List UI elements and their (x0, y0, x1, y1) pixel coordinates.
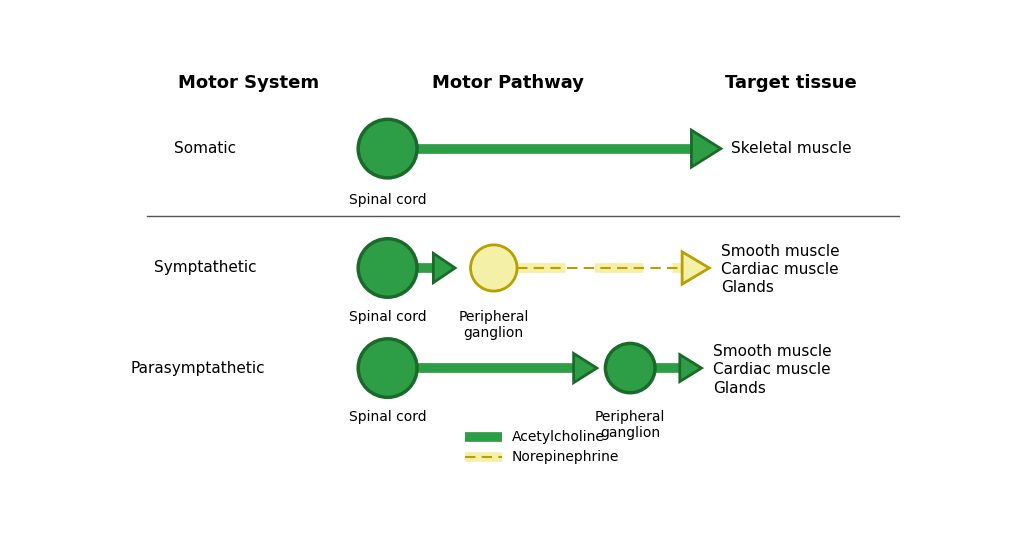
Text: Smooth muscle: Smooth muscle (721, 243, 840, 258)
Text: Motor System: Motor System (177, 74, 318, 92)
Text: Somatic: Somatic (174, 141, 237, 156)
Text: Peripheral: Peripheral (595, 411, 666, 424)
Text: Glands: Glands (713, 380, 766, 396)
Circle shape (358, 238, 417, 297)
Text: Peripheral: Peripheral (459, 310, 529, 325)
Circle shape (605, 343, 655, 392)
Text: Parasymptathetic: Parasymptathetic (130, 360, 265, 375)
Text: Cardiac muscle: Cardiac muscle (713, 362, 830, 377)
Text: Target tissue: Target tissue (725, 74, 856, 92)
Text: Motor Pathway: Motor Pathway (432, 74, 584, 92)
Text: Spinal cord: Spinal cord (349, 310, 426, 325)
Text: ganglion: ganglion (600, 426, 660, 440)
Text: Spinal cord: Spinal cord (349, 193, 426, 208)
Polygon shape (573, 353, 597, 383)
Text: Spinal cord: Spinal cord (349, 411, 426, 424)
Circle shape (471, 245, 517, 291)
Text: Symptathetic: Symptathetic (155, 261, 257, 275)
Text: Smooth muscle: Smooth muscle (713, 344, 831, 359)
Text: ganglion: ganglion (464, 326, 524, 339)
Text: Acetylcholine: Acetylcholine (512, 431, 604, 444)
Text: Norepinephrine: Norepinephrine (512, 450, 618, 464)
Circle shape (358, 339, 417, 397)
Text: Skeletal muscle: Skeletal muscle (731, 141, 852, 156)
Circle shape (358, 119, 417, 178)
Polygon shape (680, 354, 701, 381)
Polygon shape (433, 253, 455, 283)
Text: Glands: Glands (721, 280, 774, 295)
Text: Cardiac muscle: Cardiac muscle (721, 262, 839, 277)
Polygon shape (691, 130, 721, 167)
Polygon shape (682, 252, 710, 284)
